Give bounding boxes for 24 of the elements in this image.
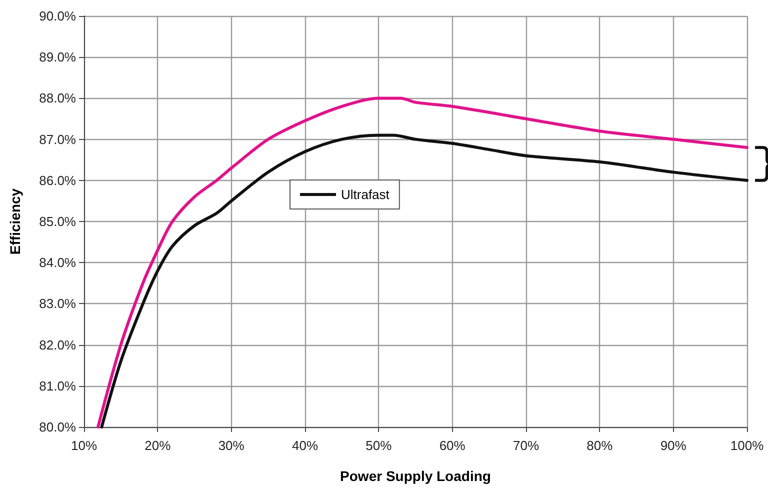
x-tick-label: 10% [70, 438, 98, 453]
y-tick-label: 81.0% [39, 378, 76, 394]
x-tick-label: 100% [730, 438, 764, 453]
x-tick-label: 40% [292, 438, 318, 453]
y-tick-label: 85.0% [39, 214, 76, 229]
y-tick-label: 84.0% [39, 255, 76, 270]
x-tick-label: 50% [366, 438, 392, 453]
x-axis-title: Power Supply Loading [340, 468, 491, 484]
y-tick-label: 86.0% [39, 172, 76, 188]
y-tick-label: 82.0% [39, 337, 76, 352]
x-tick-label: 90% [660, 438, 687, 453]
y-tick-label: 90.0% [39, 8, 76, 24]
legend-label: Ultrafast [341, 187, 390, 202]
y-tick-label: 83.0% [39, 296, 76, 312]
x-tick-label: 20% [144, 438, 172, 453]
y-axis-title: Efficiency [7, 188, 23, 255]
x-tick-label: 60% [439, 438, 466, 453]
x-tick-label: 30% [218, 438, 245, 453]
y-tick-label: 87.0% [39, 132, 76, 147]
y-tick-label: 89.0% [39, 50, 76, 65]
y-tick-label: 80.0% [39, 420, 76, 434]
x-tick-label: 80% [586, 438, 614, 453]
y-tick-label: 88.0% [39, 90, 76, 106]
x-tick-label: 70% [512, 438, 540, 453]
